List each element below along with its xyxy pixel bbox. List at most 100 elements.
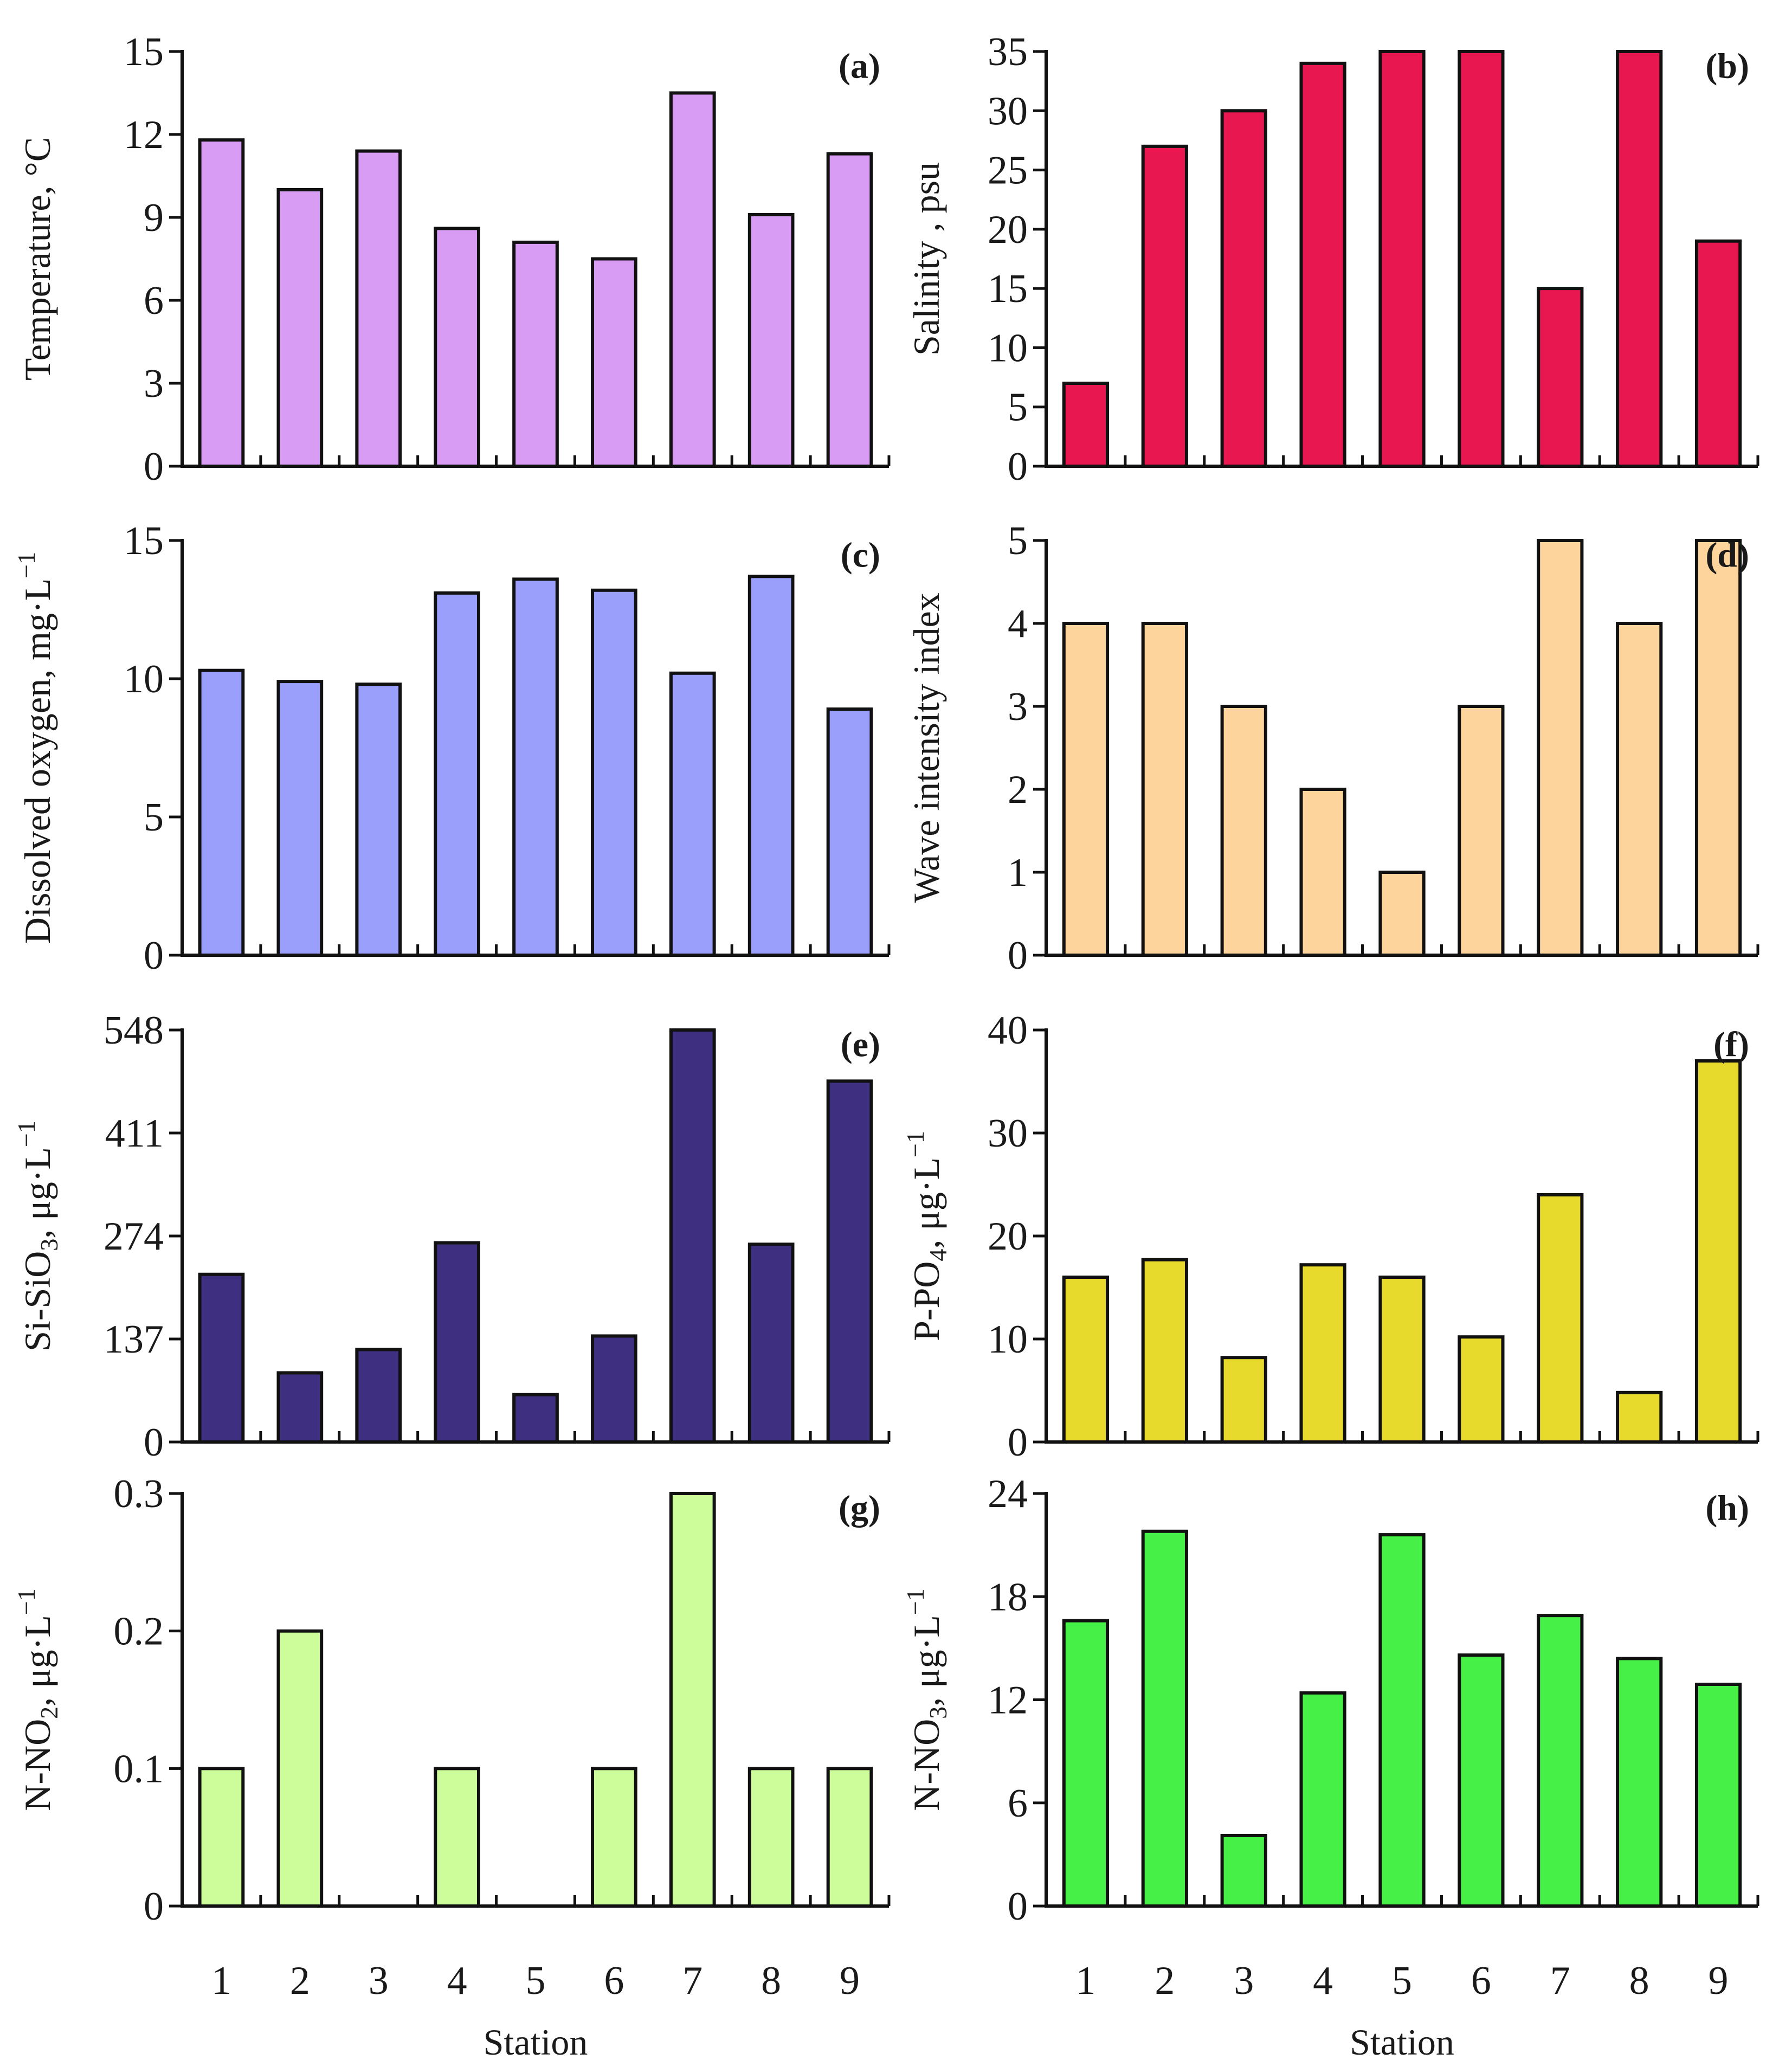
y-axis-label: N-NO2, μg·L−1 — [12, 1588, 63, 1811]
bar-d-station-1 — [1062, 622, 1110, 957]
bar-b-station-4 — [1299, 61, 1346, 468]
y-tick-label: 30 — [988, 89, 1028, 133]
y-axis-label: Salinity , psu — [906, 162, 947, 356]
bar-f-station-4 — [1299, 1263, 1346, 1444]
bar-e-station-8 — [747, 1243, 795, 1444]
x-tick-label: 3 — [1234, 1959, 1254, 2003]
panel-f: 0 10 20 30 40 (f) P-PO4, μg·L−1 — [901, 1008, 1759, 1465]
bar-h-station-2 — [1141, 1529, 1188, 1908]
y-tick-label: 12 — [124, 113, 164, 157]
bar-e-station-9 — [826, 1079, 873, 1444]
bar-g-station-1 — [198, 1767, 245, 1908]
panel-letter: (h) — [1705, 1488, 1749, 1528]
bar-e-station-6 — [591, 1334, 637, 1444]
y-tick-label: 2 — [1008, 768, 1028, 812]
bar-b-station-2 — [1141, 144, 1188, 468]
bar-h-station-9 — [1694, 1682, 1742, 1908]
bar-b-station-5 — [1378, 50, 1426, 468]
bar-b-station-3 — [1220, 109, 1267, 468]
bar-g-station-9 — [826, 1767, 873, 1908]
y-tick-label: 0 — [144, 1884, 164, 1929]
panel-letter: (d) — [1705, 535, 1749, 575]
y-tick-label: 3 — [144, 362, 164, 406]
panel-letter: (c) — [841, 535, 880, 575]
bar-f-station-8 — [1616, 1390, 1663, 1444]
y-tick-label: 15 — [124, 30, 164, 74]
y-tick-label: 24 — [988, 1472, 1028, 1516]
y-tick-label: 0 — [144, 445, 164, 489]
x-tick-label: 3 — [369, 1959, 389, 2003]
x-tick-label: 8 — [1629, 1959, 1649, 2003]
y-tick-label: 9 — [144, 196, 164, 240]
bar-f-station-9 — [1694, 1059, 1742, 1444]
y-tick-label: 0 — [1008, 1884, 1028, 1929]
bar-g-station-2 — [276, 1629, 324, 1908]
x-tick-label: 9 — [1709, 1959, 1729, 2003]
y-tick-label: 12 — [988, 1678, 1028, 1723]
x-tick-label: 2 — [1155, 1959, 1175, 2003]
y-tick-label: 4 — [1008, 602, 1028, 646]
y-tick-label: 5 — [1008, 519, 1028, 563]
y-tick-label: 411 — [105, 1111, 164, 1156]
y-tick-label: 40 — [988, 1008, 1028, 1053]
bar-g-station-8 — [747, 1767, 795, 1908]
panel-g: 0 0.1 0.2 0.3 (g) N-NO2, μg·L−1 1 2 3 4 5 6 7 8 9 Stati… — [12, 1472, 891, 2060]
bar-d-station-5 — [1378, 871, 1426, 957]
bar-f-station-1 — [1062, 1276, 1110, 1444]
y-tick-label: 20 — [988, 208, 1028, 252]
bar-e-station-7 — [669, 1028, 716, 1444]
y-tick-label: 0 — [1008, 1420, 1028, 1465]
y-tick-label: 6 — [1008, 1781, 1028, 1826]
bar-h-station-5 — [1378, 1533, 1426, 1908]
y-tick-label: 0 — [1008, 445, 1028, 489]
bar-f-station-2 — [1141, 1258, 1188, 1444]
bar-g-station-4 — [434, 1767, 480, 1908]
y-axis-label: Si-SiO3, μg·L−1 — [12, 1121, 63, 1351]
panel-b: 0 5 10 15 20 25 30 35 (b) Salinity , psu — [906, 30, 1759, 489]
panel-letter: (e) — [841, 1025, 880, 1064]
y-tick-label: 10 — [988, 1317, 1028, 1362]
y-tick-label: 10 — [988, 326, 1028, 370]
y-tick-label: 5 — [144, 795, 164, 840]
x-axis-label: Station — [484, 2022, 588, 2060]
y-tick-label: 35 — [988, 30, 1028, 74]
y-tick-label: 0.3 — [114, 1472, 164, 1516]
bar-d-station-6 — [1458, 705, 1505, 957]
x-tick-label: 7 — [682, 1959, 702, 2003]
bar-h-station-7 — [1537, 1614, 1584, 1908]
x-tick-label: 4 — [447, 1959, 467, 2003]
x-tick-label: 1 — [1075, 1959, 1095, 2003]
bar-a-station-2 — [276, 188, 324, 468]
y-tick-label: 137 — [104, 1317, 164, 1362]
panel-letter: (g) — [839, 1488, 880, 1528]
bar-a-station-7 — [669, 91, 716, 468]
bar-h-station-3 — [1220, 1833, 1267, 1908]
bar-b-station-8 — [1616, 50, 1663, 468]
bar-b-station-6 — [1458, 50, 1505, 468]
bar-d-station-7 — [1537, 539, 1584, 957]
y-tick-label: 0 — [144, 934, 164, 978]
y-tick-label: 15 — [124, 519, 164, 563]
bar-e-station-2 — [276, 1371, 324, 1444]
x-tick-label: 2 — [290, 1959, 310, 2003]
y-tick-label: 6 — [144, 279, 164, 323]
bar-e-station-5 — [512, 1393, 559, 1444]
x-tick-label: 6 — [604, 1959, 624, 2003]
panel-letter: (b) — [1705, 46, 1749, 86]
panel-d: 0 1 2 3 4 5 (d) Wave intensity index — [906, 519, 1759, 978]
x-tick-label: 5 — [526, 1959, 546, 2003]
y-tick-label: 15 — [988, 267, 1028, 311]
x-tick-label: 6 — [1471, 1959, 1491, 2003]
y-axis-label: Temperature, °C — [17, 137, 58, 381]
panel-letter: (f) — [1713, 1025, 1749, 1064]
bar-e-station-3 — [355, 1348, 402, 1444]
bar-c-station-7 — [669, 671, 716, 957]
panel-c: 0 5 10 15 (c) Dissolved oxygen, mg·L−1 — [12, 519, 891, 978]
bar-c-station-4 — [434, 591, 480, 957]
y-axis-label: Wave intensity index — [906, 593, 947, 903]
x-tick-label: 5 — [1392, 1959, 1412, 2003]
bar-c-station-5 — [512, 577, 559, 957]
bar-f-station-6 — [1458, 1335, 1505, 1444]
y-tick-label: 0 — [144, 1420, 164, 1465]
